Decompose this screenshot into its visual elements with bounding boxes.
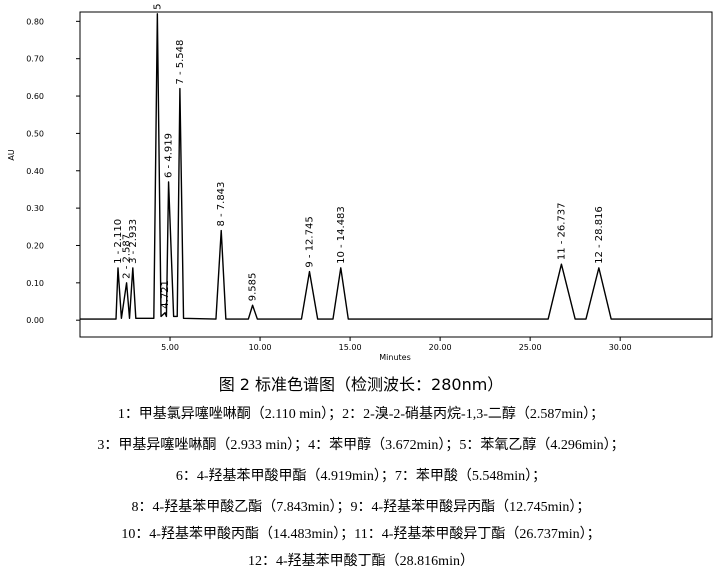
x-tick-label: 20.00 <box>429 343 452 352</box>
y-tick-label: 0.40 <box>26 167 44 176</box>
y-axis-label: AU <box>7 149 16 160</box>
caption-line: 3：甲基异噻唑啉酮（2.933 min）；4：苯甲醇（3.672min）；5：苯… <box>97 436 624 453</box>
y-tick-label: 0.50 <box>26 129 44 138</box>
peak-label: 6 - 4.919 <box>164 133 175 178</box>
peak-label: 9.585 <box>248 273 259 302</box>
peak-label: 3 - 2.933 <box>128 219 139 264</box>
x-tick-label: 10.00 <box>249 343 272 352</box>
peak-label: 5 - 4.296 <box>152 0 163 10</box>
peak-label: 7 - 5.548 <box>175 40 186 85</box>
x-tick-label: 15.00 <box>339 343 362 352</box>
x-tick-label: 25.00 <box>519 343 542 352</box>
peak-label: 8 - 7.843 <box>216 182 227 227</box>
figure-title: 图 2 标准色谱图（检测波长：280nm） <box>219 375 504 394</box>
y-tick-label: 0.20 <box>26 241 44 250</box>
y-tick-label: 0.70 <box>26 55 44 64</box>
caption-line: 8：4-羟基苯甲酸乙酯（7.843min）；9：4-羟基苯甲酸异丙酯（12.74… <box>132 498 591 515</box>
peak-label: 2 - 2.587 <box>122 234 133 279</box>
caption-line: 12：4-羟基苯甲酸丁酯（28.816min） <box>248 552 474 569</box>
x-tick-label: 30.00 <box>609 343 632 352</box>
x-tick-label: 5.00 <box>161 343 179 352</box>
y-tick-label: 0.10 <box>26 279 44 288</box>
peak-label: 4.721 <box>160 280 171 309</box>
peak-label: 12 - 28.816 <box>594 206 605 264</box>
trace <box>80 13 712 320</box>
caption-line: 10：4-羟基苯甲酸丙酯（14.483min）；11：4-羟基苯甲酸异丁酯（26… <box>121 525 600 542</box>
peak-label: 9 - 12.745 <box>304 216 315 267</box>
y-tick-label: 0.30 <box>26 204 44 213</box>
peak-label: 11 - 26.737 <box>556 202 567 260</box>
plot-frame <box>79 11 713 338</box>
caption-line: 6：4-羟基苯甲酸甲酯（4.919min）；7：苯甲酸（5.548min）； <box>176 467 546 484</box>
y-tick-label: 0.60 <box>26 92 44 101</box>
peak-label: 1 - 2.110 <box>113 219 124 264</box>
y-tick-label: 0.00 <box>26 316 44 325</box>
x-axis-label: Minutes <box>379 353 411 362</box>
caption-line: 1：甲基氯异噻唑啉酮（2.110 min）；2：2-溴-2-硝基丙烷-1,3-二… <box>118 405 604 422</box>
peak-label: 10 - 14.483 <box>336 206 347 264</box>
y-tick-label: 0.80 <box>26 17 44 26</box>
